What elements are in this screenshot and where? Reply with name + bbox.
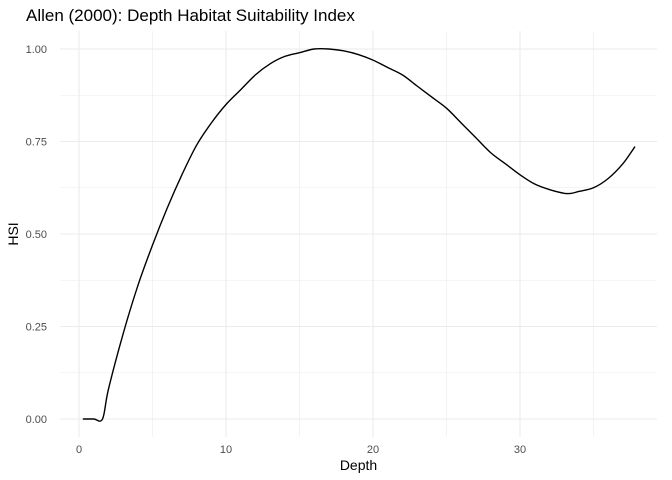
y-tick-label: 0.00 — [26, 414, 47, 426]
x-tick-label: 10 — [220, 444, 232, 456]
y-tick-label: 0.25 — [26, 322, 47, 334]
y-tick-label: 0.75 — [26, 137, 47, 149]
y-axis-title: HSI — [5, 222, 21, 245]
major-gridlines — [60, 31, 657, 437]
minor-gridlines — [60, 31, 657, 437]
x-axis-title: Depth — [340, 457, 377, 473]
x-tick-label: 30 — [514, 444, 526, 456]
y-axis-ticks: 0.00 0.25 0.50 0.75 1.00 — [26, 44, 47, 426]
chart-title: Allen (2000): Depth Habitat Suitability … — [26, 6, 355, 25]
x-tick-label: 0 — [76, 444, 82, 456]
x-tick-label: 20 — [367, 444, 379, 456]
y-tick-label: 1.00 — [26, 44, 47, 56]
series-layer — [82, 47, 636, 422]
x-axis-ticks: 0 10 20 30 — [76, 444, 526, 456]
hsi-series-line — [82, 47, 636, 422]
y-tick-label: 0.50 — [26, 229, 47, 241]
